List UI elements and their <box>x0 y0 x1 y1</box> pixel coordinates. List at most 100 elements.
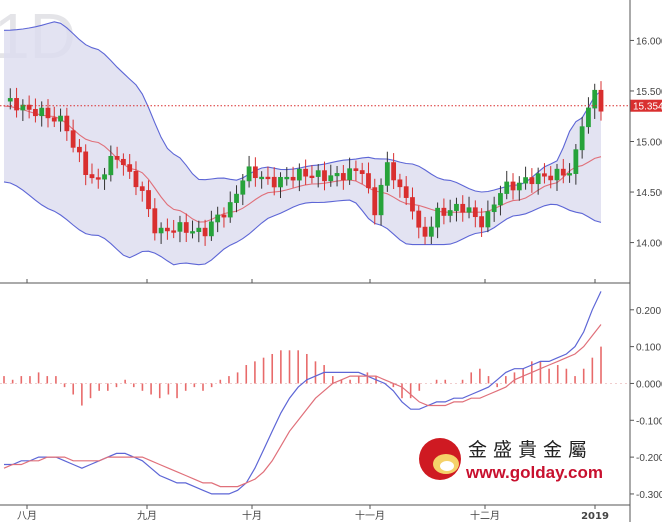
candle-body <box>359 170 365 174</box>
candle-body <box>347 168 353 181</box>
candle-body <box>573 149 579 174</box>
candle-body <box>466 207 472 213</box>
candle-body <box>542 173 547 177</box>
candle-body <box>196 227 202 232</box>
candle-body <box>171 230 177 233</box>
logo-url: www.golday.com <box>465 463 603 482</box>
candle-body <box>139 186 145 191</box>
candle-body <box>221 214 227 218</box>
candle-body <box>64 115 70 132</box>
candle-body <box>334 173 340 177</box>
candle-body <box>447 210 453 216</box>
macd-tick-label: -0.300 <box>636 490 662 501</box>
price-tick-label: 16.000 <box>636 36 662 47</box>
macd-tick-label: -0.100 <box>636 416 662 427</box>
candle-body <box>397 179 403 188</box>
candle-body <box>435 207 441 228</box>
candle-body <box>246 166 252 182</box>
candle-body <box>454 203 459 211</box>
candle-body <box>190 231 195 234</box>
price-tick-label: 15.000 <box>636 138 662 149</box>
candle-body <box>516 182 522 191</box>
candle-body <box>510 181 516 191</box>
candle-body <box>460 203 466 213</box>
x-tick-label: 九月 <box>137 510 157 522</box>
candle-body <box>479 216 485 228</box>
candle-body <box>441 207 447 216</box>
candle-body <box>485 211 491 228</box>
macd-tick-label: 0.100 <box>636 343 661 354</box>
candle-body <box>523 177 528 184</box>
candle-body <box>548 175 554 181</box>
candle-body <box>7 98 13 102</box>
price-tick-label: 15.500 <box>636 87 662 98</box>
candle-body <box>422 226 428 237</box>
candle-body <box>378 184 384 216</box>
candle-body <box>77 146 82 153</box>
candle-body <box>121 158 126 166</box>
current-price-tag <box>630 99 662 112</box>
candle-body <box>284 176 290 180</box>
candle-body <box>472 207 478 218</box>
candle-body <box>95 177 101 180</box>
x-tick-label: 十月 <box>242 509 262 522</box>
candle-body <box>598 89 604 112</box>
candle-body <box>227 202 233 218</box>
candle-body <box>410 197 415 212</box>
macd-tick-label: 0.0000 <box>636 379 662 390</box>
candle-body <box>234 193 239 203</box>
candle-body <box>70 130 76 148</box>
logo-globe-core <box>440 461 454 471</box>
logo: 金盛貴金屬 www.golday.com <box>419 438 603 482</box>
candle-body <box>152 208 158 234</box>
candle-body <box>567 173 572 176</box>
candle-body <box>177 222 183 232</box>
candle-body <box>592 89 598 109</box>
logo-name: 金盛貴金屬 <box>468 439 593 461</box>
x-tick-label: 八月 <box>17 510 37 522</box>
price-tick-label: 14.000 <box>636 239 662 250</box>
macd-panel <box>0 291 630 495</box>
current-price-label: 15.354 <box>633 102 662 113</box>
candle-body <box>303 168 309 177</box>
candle-body <box>309 175 315 179</box>
candle-body <box>554 168 560 181</box>
candle-body <box>114 156 120 160</box>
candle-body <box>45 107 51 119</box>
candle-body <box>535 173 541 185</box>
candle-body <box>340 173 346 181</box>
candle-body <box>278 177 283 188</box>
candle-body <box>529 177 535 185</box>
candle-body <box>215 214 221 223</box>
bollinger-lower-line <box>3 181 602 266</box>
macd-tick-label: 0.200 <box>636 306 661 317</box>
candle-body <box>498 193 503 206</box>
candle-body <box>102 174 107 180</box>
candle-body <box>259 176 265 180</box>
bollinger-upper-line <box>3 21 602 193</box>
candle-body <box>586 107 591 128</box>
candle-body <box>108 156 114 176</box>
candle-body <box>265 176 271 180</box>
candle-body <box>271 176 277 188</box>
candle-body <box>208 221 214 237</box>
candle-body <box>315 170 321 177</box>
candle-body <box>240 180 246 195</box>
candle-body <box>127 164 133 172</box>
candle-body <box>133 171 139 188</box>
candle-body <box>560 168 566 176</box>
candle-body <box>183 222 189 233</box>
candle-body <box>384 162 390 186</box>
candle-body <box>403 186 409 198</box>
candle-body <box>26 104 32 110</box>
candle-body <box>504 181 510 194</box>
candle-body <box>14 98 19 111</box>
candle-body <box>491 204 497 213</box>
candle-body <box>579 126 585 151</box>
x-tick-label: 十一月 <box>355 509 385 522</box>
candle-body <box>416 210 422 228</box>
candle-body <box>146 190 151 210</box>
candle-body <box>296 168 302 181</box>
candle-body <box>391 162 397 181</box>
